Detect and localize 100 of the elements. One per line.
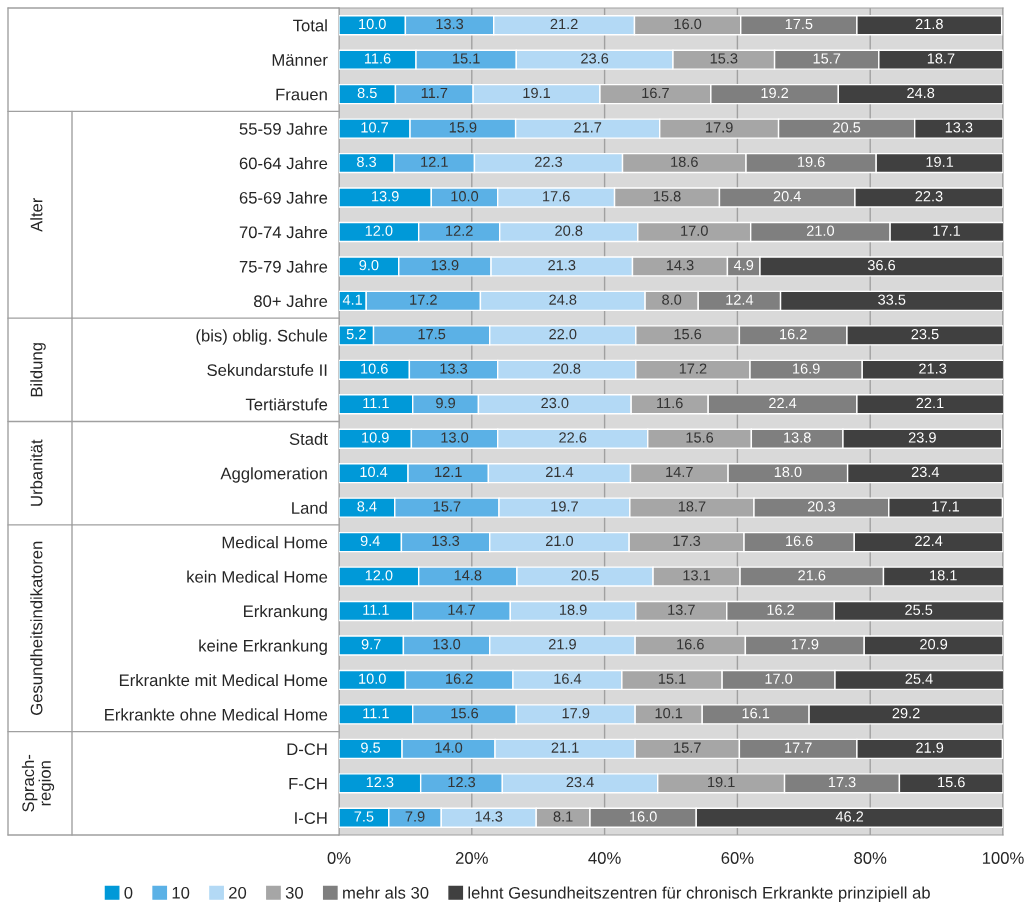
legend-label: 0 — [124, 886, 133, 899]
text: Gesundheitsindikatoren — [30, 541, 43, 715]
data-label: 9.7 — [361, 639, 381, 650]
data-label: 17.1 — [933, 225, 961, 236]
data-label: 25.5 — [905, 604, 933, 615]
data-label: 17.6 — [543, 191, 570, 202]
data-label: 11.1 — [363, 708, 389, 719]
data-label: 7.9 — [405, 811, 425, 822]
data-label: 13.3 — [436, 18, 464, 30]
text: Sprach- region — [21, 754, 55, 812]
y-tick-label: Erkrankte ohne Medical Home — [105, 708, 328, 721]
data-label: 17.3 — [828, 776, 856, 788]
y-tick-label: Frauen — [276, 88, 327, 101]
data-label: 16.0 — [630, 811, 657, 822]
data-label: 21.1 — [551, 742, 579, 753]
data-label: 12.3 — [366, 776, 394, 788]
y-tick-label: Erkrankte mit Medical Home — [119, 673, 328, 687]
data-label: 22.6 — [559, 432, 587, 443]
data-label: 23.9 — [908, 432, 936, 443]
data-label: 16.2 — [780, 328, 807, 340]
data-label: 17.0 — [765, 673, 793, 684]
data-label: 22.0 — [549, 328, 577, 340]
y-tick-label: F-CH — [289, 777, 327, 790]
data-label: 19.2 — [761, 87, 789, 99]
data-label: 21.3 — [548, 260, 576, 271]
legend-label: 10 — [172, 886, 190, 899]
data-label: 5.2 — [346, 328, 366, 340]
data-label: 12.0 — [365, 570, 393, 581]
data-label: 21.2 — [550, 18, 578, 29]
data-label: 21.9 — [916, 742, 944, 753]
data-label: 8.5 — [357, 87, 377, 99]
data-label: 23.4 — [566, 776, 594, 788]
data-label: 24.8 — [549, 294, 577, 305]
legend-label: lehnt Gesundheitszentren für chronisch Erkrankte prinzipiell ab — [468, 886, 930, 902]
y-tick-label: Männer — [272, 54, 328, 66]
data-label: 14.7 — [666, 466, 693, 477]
data-label: 16.7 — [642, 87, 669, 99]
data-label: 10.7 — [361, 122, 388, 133]
data-label: 17.9 — [791, 639, 819, 650]
text: Bildung — [30, 343, 46, 397]
data-label: 14.3 — [475, 811, 503, 822]
data-label: 21.6 — [798, 570, 826, 581]
x-tick-label: 0% — [327, 852, 351, 864]
data-label: 14.7 — [448, 604, 475, 615]
x-tick-label: 100% — [982, 852, 1024, 864]
data-label: 22.4 — [769, 397, 797, 409]
data-label: 12.0 — [365, 225, 393, 236]
data-label: 7.5 — [354, 811, 374, 822]
y-tick-label: Erkrankung — [244, 604, 327, 621]
x-tick-label: 40% — [588, 852, 621, 864]
y-tick-label: kein Medical Home — [187, 570, 328, 583]
data-label: 11.1 — [363, 398, 389, 409]
legend-label: mehr als 30 — [343, 886, 429, 899]
data-label: 20.8 — [553, 363, 581, 374]
data-label: 17.5 — [785, 18, 813, 30]
data-label: 11.7 — [421, 87, 448, 98]
data-label: 17.3 — [673, 535, 701, 547]
data-label: 15.6 — [451, 707, 479, 719]
y-tick-label: Medical Home — [222, 536, 328, 549]
data-label: 33.5 — [878, 294, 906, 305]
data-label: 23.6 — [581, 53, 609, 64]
legend-label: 20 — [229, 886, 247, 899]
data-label: 22.1 — [916, 397, 944, 409]
data-label: 13.9 — [372, 191, 399, 202]
data-label: 17.0 — [681, 225, 708, 236]
data-label: 10.6 — [361, 363, 388, 374]
data-label: 9.4 — [360, 535, 380, 547]
data-label: 8.3 — [357, 156, 377, 167]
data-label: 17.2 — [410, 294, 437, 305]
data-label: 10.0 — [359, 18, 386, 30]
data-label: 13.1 — [683, 570, 711, 581]
data-label: 10.1 — [655, 707, 683, 719]
data-label: 46.2 — [835, 811, 864, 822]
data-label: 15.3 — [710, 53, 738, 64]
data-label: 4.9 — [733, 260, 754, 271]
data-label: 19.1 — [708, 776, 735, 788]
data-label: 18.1 — [930, 570, 957, 581]
y-tick-label: keine Erkrankung — [199, 639, 327, 655]
data-label: 15.7 — [433, 501, 461, 512]
data-label: 29.2 — [892, 707, 920, 719]
data-label: 11.6 — [657, 397, 683, 409]
data-label: 25.4 — [905, 673, 933, 684]
data-label: 16.0 — [674, 18, 702, 30]
data-label: 13.3 — [432, 535, 460, 547]
data-label: 13.0 — [433, 639, 461, 650]
data-label: 20.8 — [555, 225, 583, 236]
data-label: 19.7 — [551, 501, 578, 512]
data-label: 17.5 — [418, 329, 446, 340]
data-label: 23.4 — [911, 466, 940, 478]
data-label: 10.4 — [360, 466, 388, 478]
text: Urbanität — [30, 439, 43, 506]
data-label: 19.6 — [798, 156, 825, 167]
data-label: 15.6 — [674, 328, 702, 340]
data-label: 23.5 — [911, 328, 939, 340]
text: Alter — [30, 197, 43, 232]
data-label: 20.3 — [807, 501, 835, 512]
data-label: 17.1 — [932, 501, 960, 512]
data-label: 16.2 — [767, 604, 795, 615]
data-label: 15.6 — [686, 432, 714, 443]
data-label: 16.4 — [554, 673, 582, 684]
